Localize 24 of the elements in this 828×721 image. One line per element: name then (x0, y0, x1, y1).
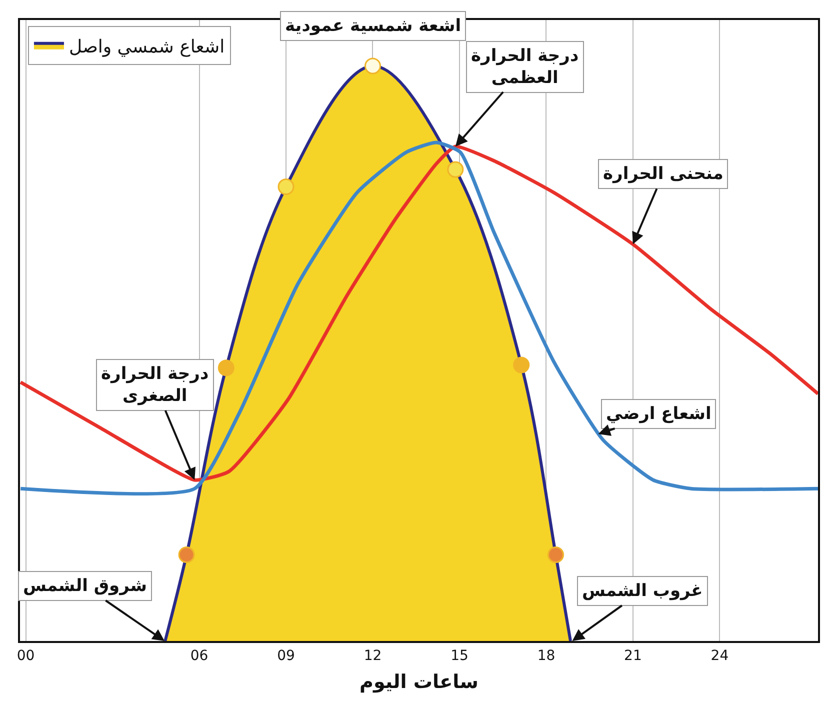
x-tick-label: 00 (16, 648, 35, 664)
point (218, 360, 234, 376)
x-tick-label: 24 (710, 648, 729, 664)
annotation: درجة الحرارة العظمى (471, 46, 579, 88)
x-tick-label: 21 (624, 648, 642, 664)
annotation: اشعاع ارضي (606, 404, 712, 424)
x-tick-label: 12 (364, 648, 382, 664)
x-axis-title: ساعات اليوم (360, 671, 478, 694)
x-tick-label: 09 (277, 648, 295, 664)
legend-label: اشعاع شمسي واصل (68, 36, 225, 58)
annotation: شروق الشمس (23, 576, 147, 596)
point (447, 161, 464, 178)
annotation: غروب الشمس (582, 581, 703, 601)
point (548, 546, 564, 563)
point (513, 356, 530, 374)
point (178, 546, 195, 563)
annotation: منحنى الحرارة (603, 164, 724, 184)
x-tick-label: 15 (450, 648, 468, 664)
x-tick-label: 18 (537, 648, 556, 664)
x-tick-label: 06 (190, 648, 208, 664)
annotation: درجة الحرارة الصغرى (101, 364, 209, 406)
point (364, 58, 381, 74)
annotation: اشعة شمسية عمودية (285, 16, 462, 36)
point (278, 178, 294, 195)
